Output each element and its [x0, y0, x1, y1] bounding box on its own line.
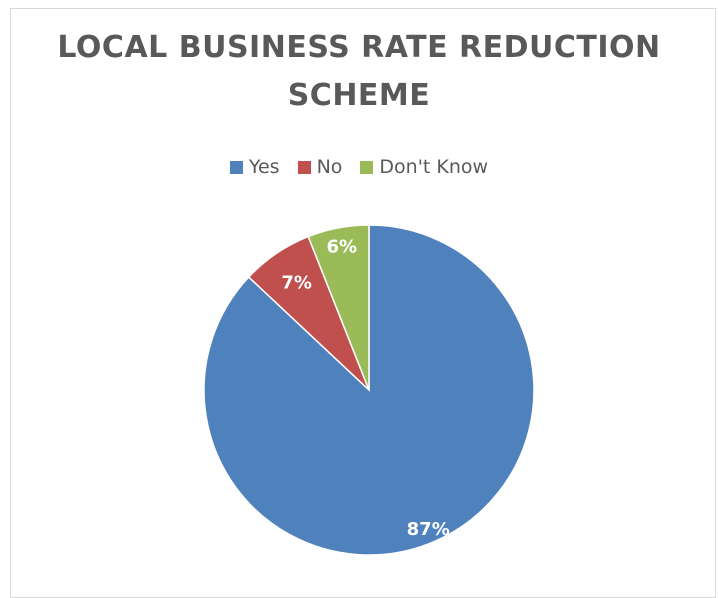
legend-item-yes: Yes: [229, 156, 280, 178]
legend-swatch-no: [297, 160, 311, 174]
pie-slices: [203, 224, 535, 556]
legend-label-dont-know: Don't Know: [379, 156, 489, 178]
legend-swatch-dont-know: [360, 160, 374, 174]
pie-slice-dont-know: [307, 224, 370, 391]
pie-label-no: 7%: [281, 273, 312, 294]
pie-label-yes: 87%: [407, 519, 450, 540]
legend-label-yes: Yes: [248, 156, 280, 178]
legend-swatch-yes: [229, 160, 243, 174]
legend: Yes No Don't Know: [0, 156, 718, 178]
legend-item-no: No: [297, 156, 343, 178]
chart-title: LOCAL BUSINESS RATE REDUCTION SCHEME: [0, 24, 718, 120]
chart-title-text: LOCAL BUSINESS RATE REDUCTION SCHEME: [57, 30, 661, 113]
legend-label-no: No: [316, 156, 343, 178]
pie-labels: 87% 7% 6%: [281, 236, 449, 540]
legend-item-dont-know: Don't Know: [360, 156, 488, 178]
pie-label-dont-know: 6%: [327, 236, 358, 257]
